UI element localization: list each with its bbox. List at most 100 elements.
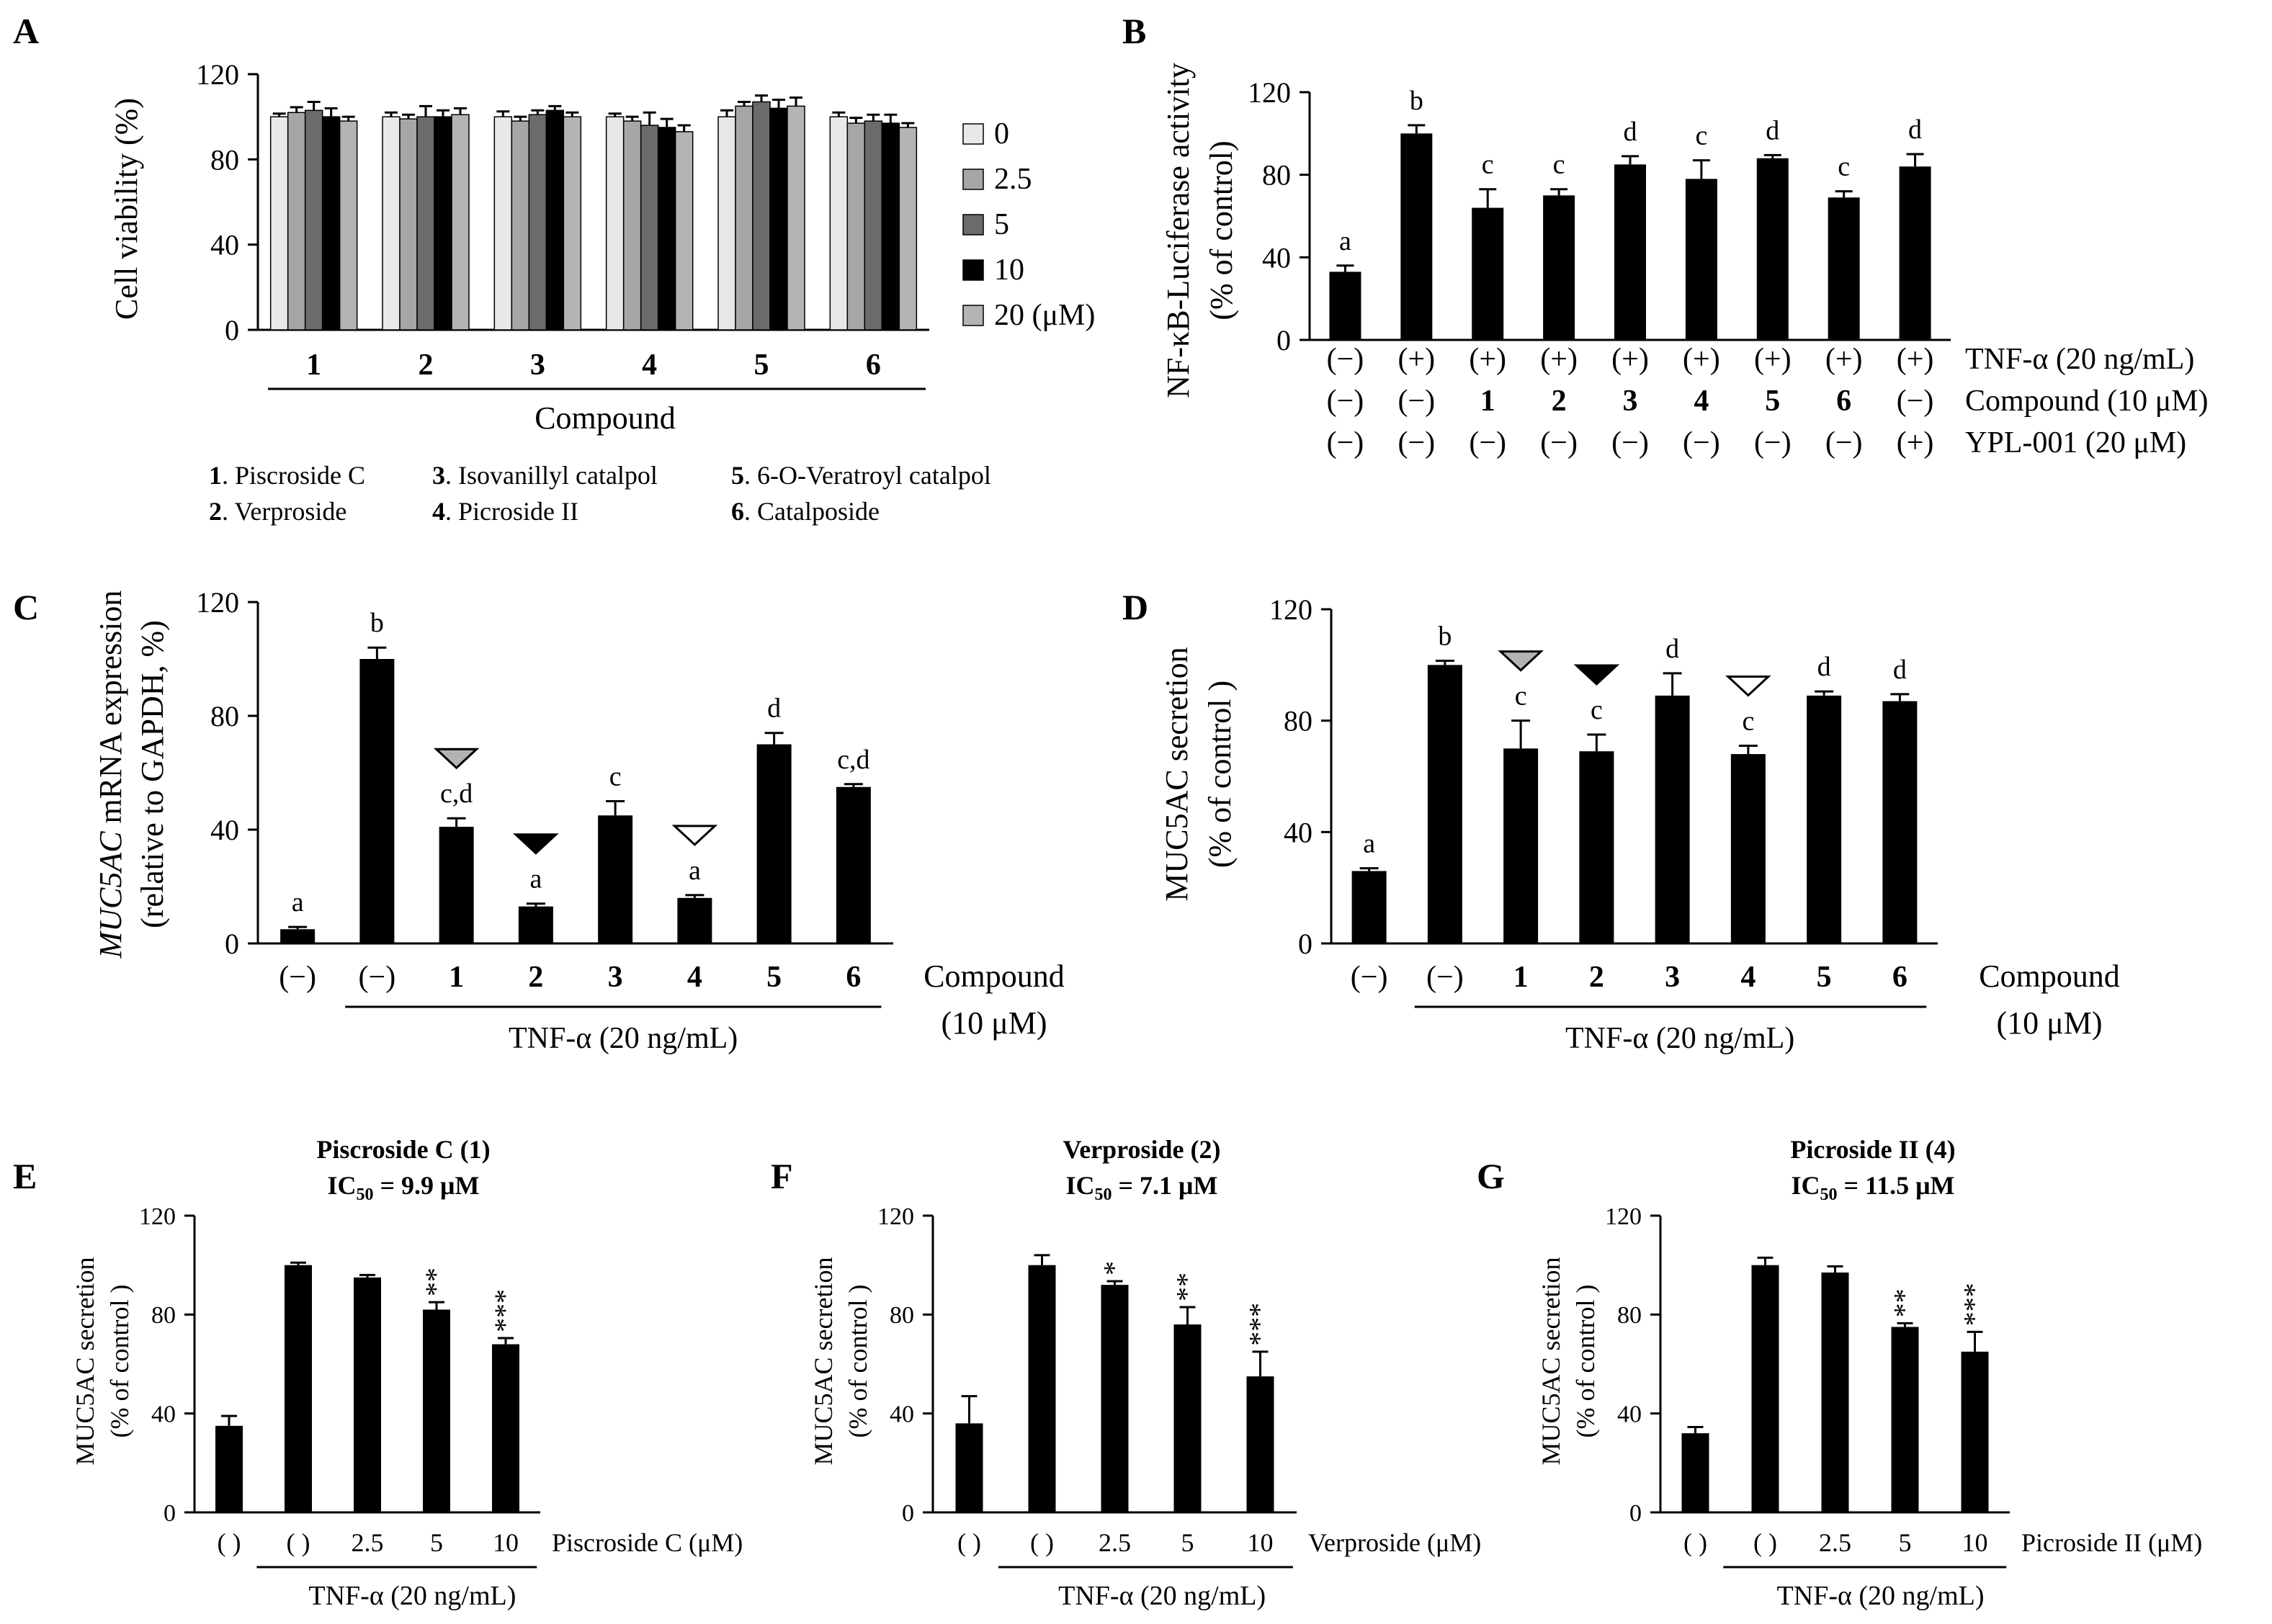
significance-letter: b [1438,622,1452,652]
legend-swatch [962,169,984,190]
bar [1472,207,1504,340]
treatment-cell: (+) [1683,343,1720,376]
x-tick-label: 5 [430,1528,443,1557]
y-axis-title: (relative to GAPDH, %) [135,620,170,928]
bar [955,1423,983,1512]
bar [1351,871,1387,943]
treatment-cell: (−) [1540,426,1578,459]
significance-letter: a [1363,829,1375,859]
y-tick-label: 40 [1617,1401,1642,1428]
compound-legend-entry: 5. 6-O-Veratroyl catalpol [731,461,991,490]
bar [1614,164,1646,340]
y-tick-label: 40 [210,229,239,261]
bar [1961,1351,1989,1512]
bar [752,101,771,331]
y-tick-label: 120 [1248,76,1291,109]
bar [439,827,474,943]
panel-label: G [1477,1156,1505,1196]
bar [1899,166,1931,340]
significance-letter: d [1817,652,1831,682]
bar [1028,1265,1056,1512]
x-tick-label: 6 [866,349,881,382]
x-axis-title: Compound [535,400,676,436]
treatment-cell: (−) [1611,426,1649,459]
bar [399,118,418,331]
bar [1101,1285,1129,1512]
y-tick-label: 120 [139,1203,176,1230]
bar [1891,1327,1919,1512]
treatment-cell: 3 [1623,385,1638,418]
y-tick-label: 0 [164,1500,176,1527]
ic50-value: IC50 = 11.5 μM [1792,1171,1955,1204]
y-axis-title: MUC5AC secretion [809,1257,838,1466]
x-tick-label: 4 [1740,961,1756,994]
bar [492,1344,519,1512]
significance-letter: c [1742,706,1754,736]
bar [640,125,659,331]
significance-letter: d [767,694,781,724]
triangle-marker [513,833,559,855]
bar [304,109,323,331]
x-tick-label: 1 [1513,961,1529,994]
chart-title: Picroside II (4) [1790,1135,1955,1164]
y-axis-title: (% of control ) [1202,681,1238,868]
bar [434,116,452,331]
chart-title: Verproside (2) [1063,1135,1221,1164]
significance-letter: d [1893,655,1907,685]
compound-legend-entry: 1. Piscroside C [209,461,365,490]
triangle-marker [671,825,718,846]
significance-stars: ** [1888,1288,1920,1317]
y-tick-label: 0 [225,928,239,960]
bar [280,929,316,943]
significance-letter: c [1695,121,1707,151]
y-axis-title: MUC5AC secretion [1159,647,1194,901]
treatment-label: TNF-α (20 ng/mL) [1058,1581,1266,1611]
legend-label: 2.5 [994,163,1032,196]
panel-label: F [771,1156,793,1196]
significance-stars: *** [488,1289,521,1332]
triangle-marker [1573,664,1620,686]
significance-letter: c,d [837,745,869,775]
x-tick-label: 2.5 [352,1528,384,1557]
x-tick-label: 3 [608,961,623,994]
y-axis-title: Cell viability (%) [109,98,144,320]
bar [1756,158,1789,340]
x-tick-label: 2 [1589,961,1604,994]
chart-panel-d: 0 40 80 120 a (−) b (−) c 1 c 2 d 3 c 4 d 5 d 6 TNF-α (20 ng… [1159,593,2120,1055]
x-tick-label: 10 [1248,1528,1274,1557]
treatment-cell: (−) [1327,343,1364,376]
bar [1685,179,1717,340]
x-tick-label: 5 [1899,1528,1912,1557]
bar [1503,748,1539,943]
significance-stars: * [1098,1261,1130,1275]
y-tick-label: 0 [1276,324,1291,356]
triangle-marker [1498,650,1544,672]
bar [215,1425,243,1512]
x-tick-label: 5 [766,961,782,994]
bar [1730,754,1766,943]
treatment-row-label: YPL-001 (20 μM) [1965,426,2186,459]
y-tick-label: 0 [225,314,239,346]
treatment-cell: (+) [1540,343,1578,376]
y-tick-label: 40 [151,1401,176,1428]
x-tick-label: 4 [642,349,657,382]
bar [518,906,553,943]
bar [1427,665,1462,943]
treatment-cell: (+) [1897,343,1934,376]
treatment-cell: (+) [1611,343,1649,376]
panel-label: C [13,587,39,627]
treatment-cell: (+) [1754,343,1792,376]
treatment-cell: (−) [1327,426,1364,459]
treatment-cell: (−) [1327,385,1364,418]
bar [674,131,694,331]
significance-letter: a [1339,226,1351,256]
treatment-cell: 1 [1480,385,1495,418]
treatment-cell: (−) [1397,426,1435,459]
x-tick-label: 5 [754,349,769,382]
bar [1579,751,1614,943]
bar [493,116,513,331]
treatment-cell: (+) [1897,426,1934,459]
bar [787,105,805,331]
compound-legend-entry: 2. Verproside [209,497,346,526]
bar [545,109,565,331]
